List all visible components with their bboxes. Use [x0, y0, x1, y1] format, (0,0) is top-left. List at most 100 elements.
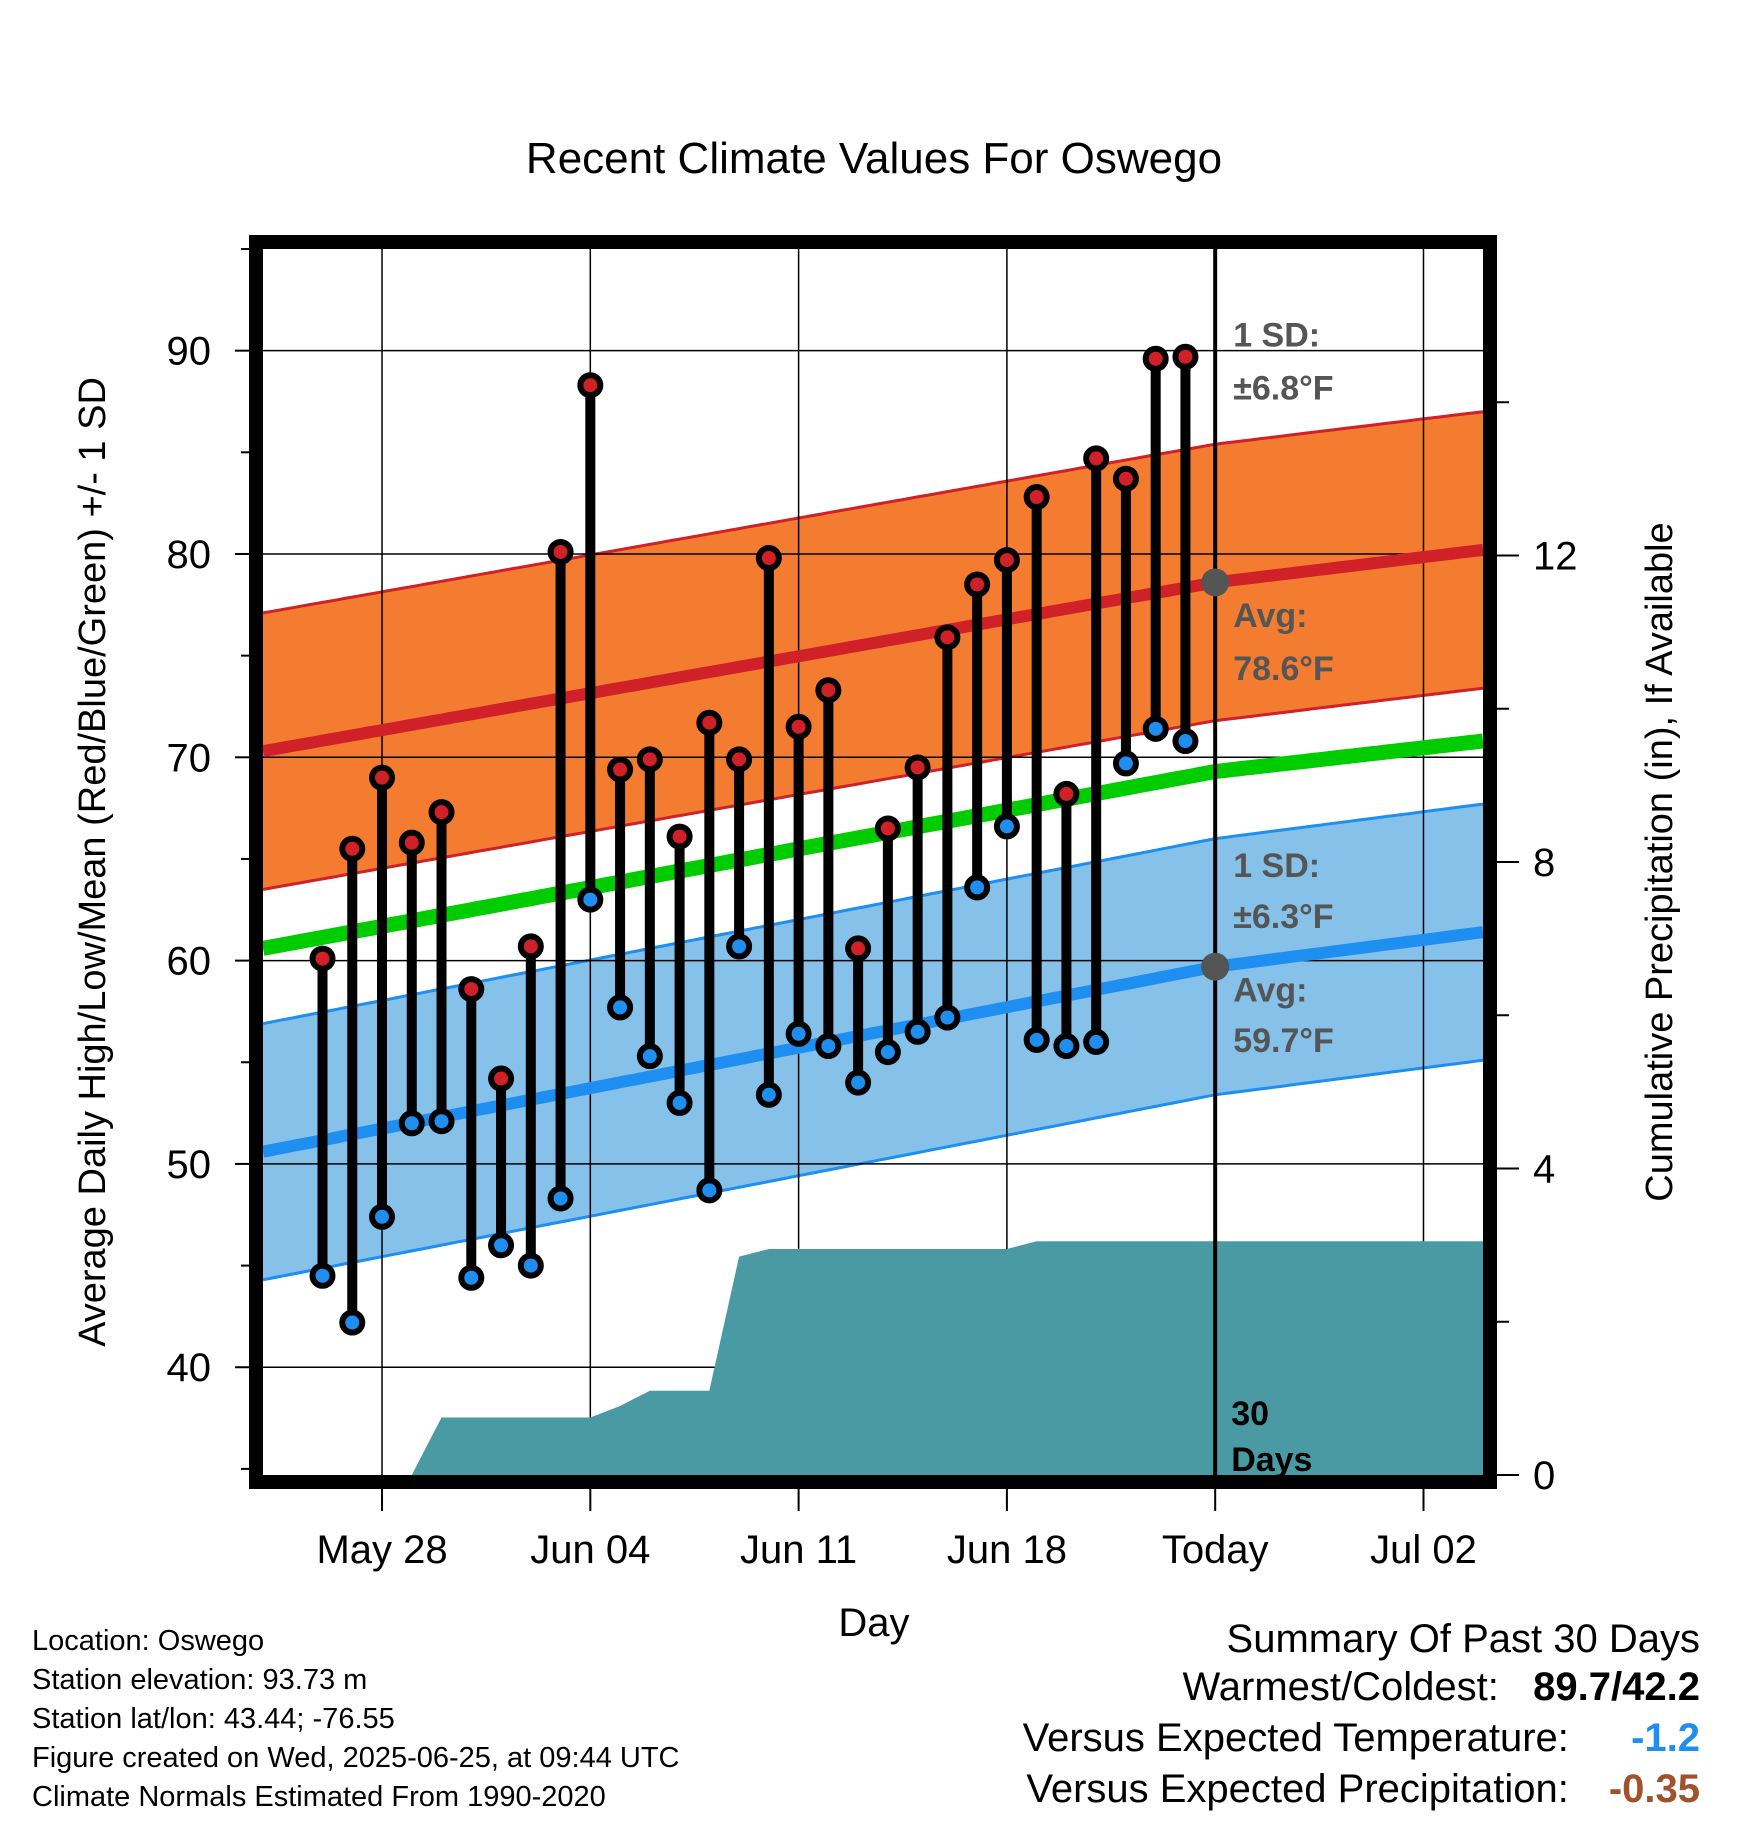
daily-high-point — [1112, 465, 1139, 492]
daily-low-point — [1112, 750, 1139, 777]
daily-high-point — [845, 935, 872, 962]
warmest-coldest-label: Warmest/Coldest: — [1182, 1665, 1499, 1709]
y-tick-label: 70 — [167, 736, 212, 780]
normals-line: Climate Normals Estimated From 1990-2020 — [32, 1781, 606, 1813]
normal-mean-line — [263, 733, 1483, 956]
precipitation-value: -0.35 — [1608, 1767, 1700, 1811]
x-tick-label: Jul 02 — [1370, 1528, 1477, 1572]
days-label-number: 30 — [1231, 1395, 1269, 1433]
precipitation-label: Versus Expected Precipitation: — [1026, 1767, 1569, 1811]
summary-temperature: Versus Expected Temperature: -1.2 — [1023, 1713, 1700, 1764]
daily-high-point — [309, 945, 336, 972]
plot-content: 1 SD: ±6.8°F Avg: 78.6°F 1 SD: ±6.3°F Avg: 59.7… — [263, 249, 1483, 1479]
x-tick-label: Jun 11 — [740, 1528, 857, 1572]
daily-low-point — [755, 1081, 782, 1108]
daily-high-point — [1083, 445, 1110, 472]
high-sd-value: ±6.8°F — [1233, 369, 1333, 407]
daily-low-point — [1053, 1033, 1080, 1060]
daily-high-point — [726, 746, 753, 773]
daily-high-point — [488, 1065, 515, 1092]
high-avg-value: 78.6°F — [1233, 650, 1334, 688]
y-tick-label: 80 — [167, 533, 212, 577]
y-tick-label: 40 — [167, 1346, 212, 1390]
daily-low-point — [577, 886, 604, 913]
y2-tick-label: 0 — [1533, 1454, 1555, 1498]
plot-frame — [249, 235, 1497, 1489]
low-avg-value: 59.7°F — [1233, 1022, 1334, 1060]
daily-high-point — [904, 754, 931, 781]
daily-high-point — [785, 713, 812, 740]
low-sd-label: 1 SD: — [1233, 847, 1320, 885]
daily-low-point — [428, 1108, 455, 1135]
y-tick-label: 50 — [167, 1143, 212, 1187]
chart-title: Recent Climate Values For Oswego — [526, 134, 1222, 183]
x-axis-label: Day — [838, 1601, 909, 1645]
station-info: Location: Oswego Station elevation: 93.7… — [32, 1622, 680, 1817]
daily-high-point — [755, 545, 782, 572]
y2-tick-label: 12 — [1533, 535, 1578, 579]
normal-high-line — [263, 543, 1483, 758]
low-avg-label: Avg: — [1233, 971, 1307, 1009]
daily-high-point — [874, 815, 901, 842]
daily-low-point — [904, 1018, 931, 1045]
daily-high-point — [607, 756, 634, 783]
daily-high-point — [696, 709, 723, 736]
daily-high-point — [428, 799, 455, 826]
daily-high-point — [339, 835, 366, 862]
high-sd-label: 1 SD: — [1233, 317, 1320, 355]
daily-high-point — [1053, 780, 1080, 807]
daily-low-point — [1083, 1028, 1110, 1055]
warmest-coldest-value: 89.7/42.2 — [1533, 1665, 1700, 1709]
elevation-line: Station elevation: 93.73 m — [32, 1664, 368, 1696]
daily-high-point — [369, 764, 396, 791]
daily-low-point — [517, 1252, 544, 1279]
daily-low-point — [993, 813, 1020, 840]
daily-low-point — [874, 1039, 901, 1066]
x-tick-label: Jun 18 — [947, 1528, 1067, 1572]
daily-low-point — [845, 1069, 872, 1096]
daily-low-point — [607, 994, 634, 1021]
high-avg-label: Avg: — [1233, 597, 1307, 635]
daily-high-point — [815, 677, 842, 704]
daily-high-point — [547, 538, 574, 565]
daily-low-point — [1023, 1026, 1050, 1053]
daily-low-point — [488, 1232, 515, 1259]
y-axis-label: Average Daily High/Low/Mean (Red/Blue/Gr… — [72, 377, 114, 1347]
days-label-text: Days — [1231, 1441, 1312, 1479]
location-line: Location: Oswego — [32, 1625, 265, 1657]
daily-high-point — [1142, 345, 1169, 372]
summary-precipitation: Versus Expected Precipitation: -0.35 — [1023, 1764, 1700, 1815]
y2-tick-label: 8 — [1533, 841, 1555, 885]
daily-low-point — [458, 1264, 485, 1291]
x-tick-label: Today — [1162, 1528, 1269, 1572]
x-tick-label: Jun 04 — [530, 1528, 650, 1572]
daily-low-point — [339, 1309, 366, 1336]
daily-low-point — [785, 1020, 812, 1047]
high-sd-upper-line — [263, 410, 1483, 615]
summary-title: Summary Of Past 30 Days — [1226, 1617, 1700, 1661]
summary-panel: Summary Of Past 30 Days Warmest/Coldest:… — [1023, 1617, 1700, 1815]
daily-high-point — [934, 624, 961, 651]
daily-low-point — [964, 874, 991, 901]
daily-low-point — [696, 1177, 723, 1204]
daily-high-point — [666, 823, 693, 850]
high-sd-lower-line — [263, 686, 1483, 891]
temperature-label: Versus Expected Temperature: — [1022, 1716, 1569, 1760]
daily-high-point — [1172, 343, 1199, 370]
daily-high-point — [993, 547, 1020, 574]
low-sd-value: ±6.3°F — [1233, 898, 1333, 936]
daily-high-point — [517, 933, 544, 960]
daily-low-point — [309, 1262, 336, 1289]
x-tick-label: May 28 — [316, 1528, 447, 1572]
temperature-value: -1.2 — [1631, 1716, 1700, 1760]
daily-low-point — [636, 1043, 663, 1070]
daily-high-point — [636, 746, 663, 773]
daily-low-point — [1142, 715, 1169, 742]
high-sd-band — [263, 411, 1483, 890]
daily-low-point — [369, 1203, 396, 1230]
summary-warmest-coldest: Warmest/Coldest: 89.7/42.2 — [1023, 1662, 1701, 1713]
latlon-line: Station lat/lon: 43.44; -76.55 — [32, 1703, 395, 1735]
low-sd-band — [263, 804, 1483, 1280]
high-avg-marker — [1201, 568, 1230, 597]
